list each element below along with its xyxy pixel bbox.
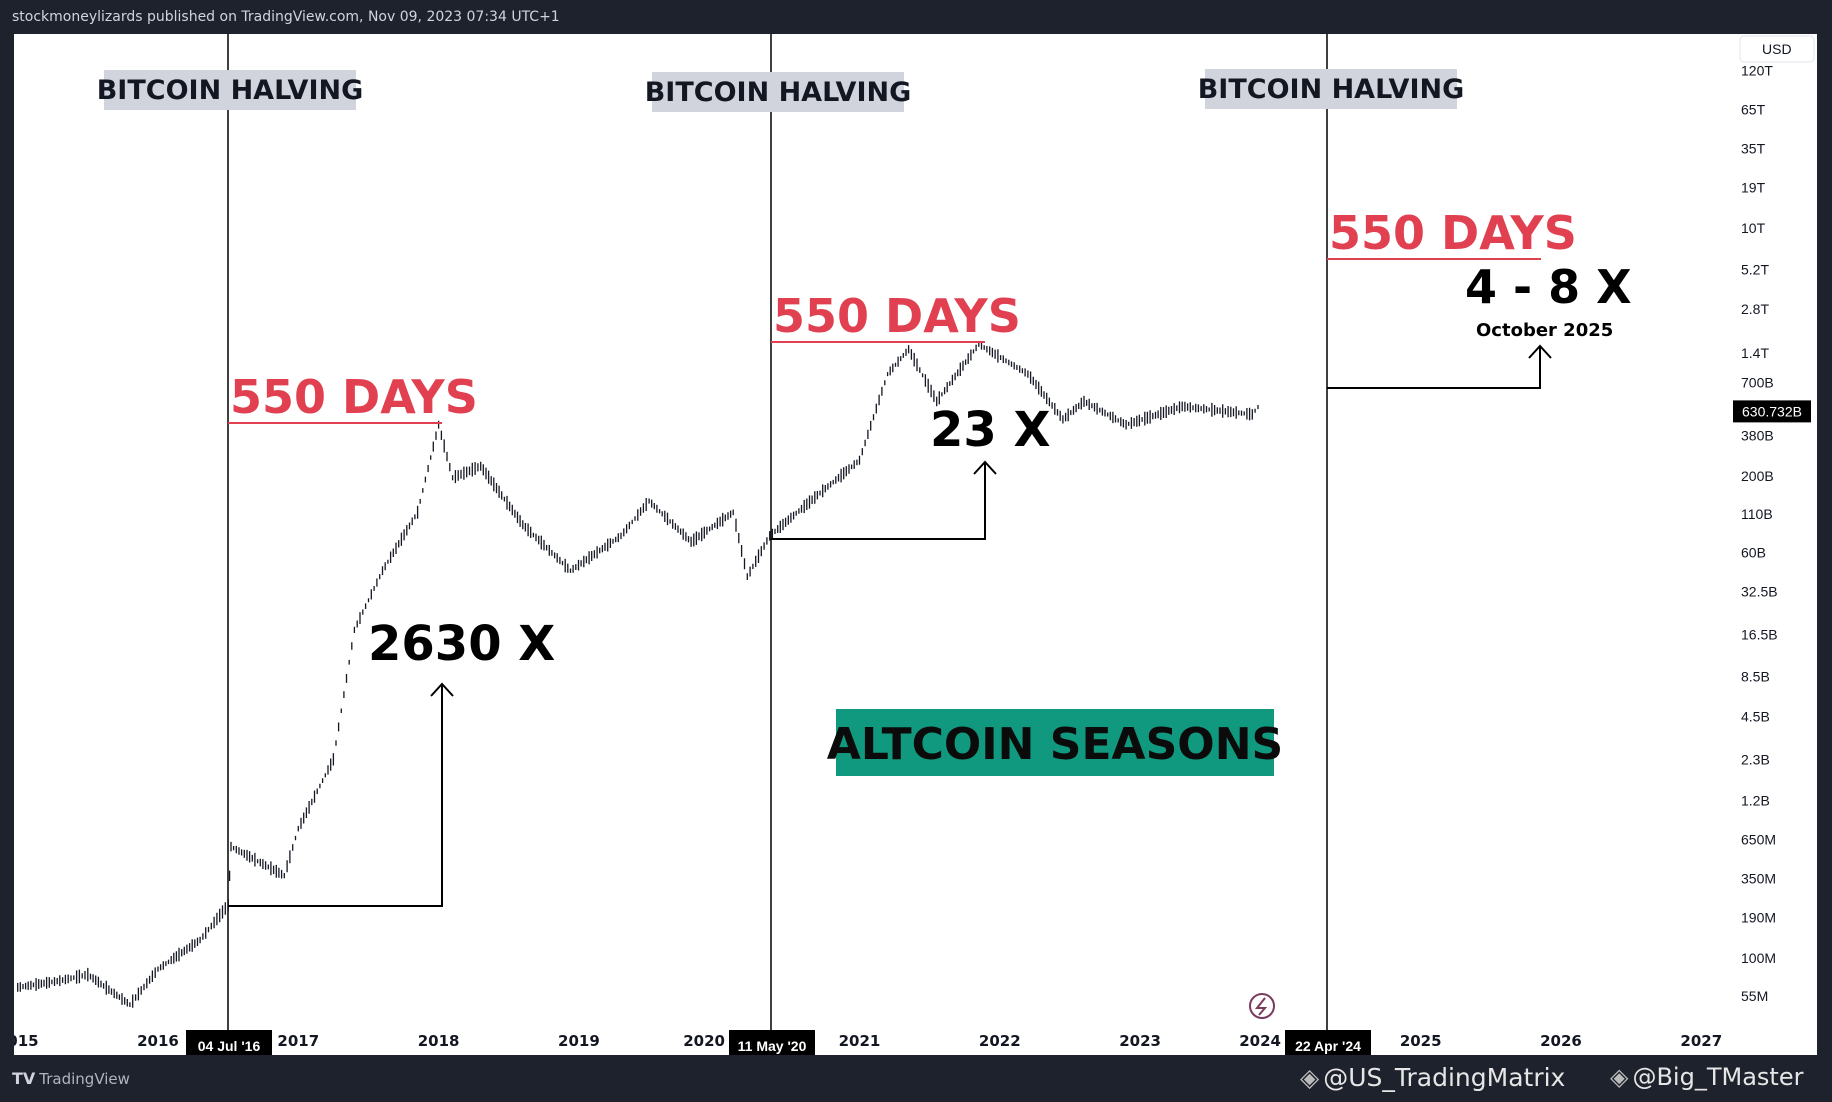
currency-button-label[interactable]: USD (1762, 41, 1792, 57)
time-tick-label: 2018 (418, 1032, 460, 1050)
binance-icon: ◈ (1300, 1063, 1320, 1092)
publish-info: stockmoneylizards published on TradingVi… (12, 9, 560, 25)
price-tick-label: 120T (1741, 63, 1773, 79)
brand-name: TradingView (39, 1070, 130, 1088)
halving-label-box (104, 70, 356, 110)
price-series-line (17, 341, 1259, 1008)
halving-date-badge (186, 1030, 272, 1055)
gain-label-2024: 4 - 8 X (1465, 260, 1632, 314)
time-tick-label: 2019 (558, 1032, 600, 1050)
price-tick-label: 35T (1741, 141, 1766, 157)
lightning-icon-glyph (1254, 997, 1268, 1016)
price-tick-label: 4.5B (1741, 709, 1770, 725)
halving-date-label: 11 May '20 (738, 1038, 807, 1054)
watermark-2: ◈ @Big_TMaster (1610, 1063, 1803, 1091)
gain-label-2020: 23 X (930, 402, 1051, 458)
time-tick-label: 2017 (277, 1032, 319, 1050)
price-tick-label: 65T (1741, 101, 1766, 117)
footer-bar: TV TradingView ◈ @US_TradingMatrix ◈ @Big_T… (0, 1055, 1832, 1102)
time-tick-label: 2015 (14, 1032, 39, 1050)
halving-date-badge (729, 1030, 815, 1055)
price-tick-label: 110B (1741, 506, 1773, 522)
time-tick-label: 2016 (137, 1032, 179, 1050)
gain-arrow (1327, 344, 1552, 389)
price-tick-label: 2.3B (1741, 751, 1770, 767)
price-tick-label: 650M (1741, 831, 1776, 847)
price-tick-label: 100M (1741, 950, 1776, 966)
price-tick-label: 5.2T (1741, 262, 1769, 278)
watermark-1: ◈ @US_TradingMatrix (1300, 1063, 1565, 1092)
halving-date-label: 04 Jul '16 (198, 1038, 261, 1054)
time-tick-label: 2026 (1540, 1032, 1582, 1050)
price-tick-label: 10T (1741, 220, 1766, 236)
time-tick-label: 2022 (979, 1032, 1021, 1050)
tradingview-logo[interactable]: TV TradingView (12, 1069, 130, 1088)
time-tick-label: 2024 (1239, 1032, 1281, 1050)
price-tick-label: 19T (1741, 179, 1766, 195)
time-tick-label: 2023 (1119, 1032, 1161, 1050)
watermark-2-text: @Big_TMaster (1632, 1063, 1804, 1091)
last-price-label: 630.732B (1742, 403, 1802, 419)
price-tick-label: 350M (1741, 871, 1776, 887)
price-tick-label: 55M (1741, 988, 1768, 1004)
time-tick-label: 2020 (683, 1032, 725, 1050)
halving-label: BITCOIN HALVING (1198, 74, 1465, 105)
price-axis (1729, 34, 1817, 1055)
days-label: 550 DAYS (1329, 206, 1577, 260)
lightning-icon (1249, 993, 1275, 1019)
price-tick-label: 60B (1741, 544, 1766, 560)
currency-button[interactable] (1739, 35, 1815, 63)
target-date-label: October 2025 (1476, 320, 1613, 341)
price-tick-label: 200B (1741, 468, 1774, 484)
chart-svg[interactable]: 120T 65T 35T 19T 10T 5.2T 2.8T 1.4T 700B 380B 200B… (14, 34, 1817, 1055)
altcoin-seasons-box (836, 709, 1274, 776)
halving-label: BITCOIN HALVING (645, 77, 912, 108)
time-tick-label: 2025 (1400, 1032, 1442, 1050)
gain-arrow (228, 682, 454, 907)
gain-label-2016: 2630 X (368, 616, 555, 672)
time-tick-label: 2027 (1680, 1032, 1722, 1050)
price-tick-label: 190M (1741, 909, 1776, 925)
watermark-1-text: @US_TradingMatrix (1323, 1063, 1566, 1092)
chart-area[interactable]: 120T 65T 35T 19T 10T 5.2T 2.8T 1.4T 700B 380B 200B… (14, 34, 1817, 1055)
gain-arrow (771, 460, 997, 540)
halving-date-badge (1285, 1030, 1371, 1055)
halving-date-label: 22 Apr '24 (1295, 1038, 1361, 1054)
days-label: 550 DAYS (230, 370, 478, 424)
price-tick-label: 1.2B (1741, 793, 1770, 809)
price-tick-label: 380B (1741, 427, 1774, 443)
price-tick-label: 1.4T (1741, 345, 1769, 361)
binance-icon: ◈ (1610, 1063, 1629, 1091)
days-label: 550 DAYS (773, 289, 1021, 343)
tv-logo-icon: TV (12, 1069, 36, 1088)
price-tick-label: 700B (1741, 375, 1774, 391)
price-tick-label: 2.8T (1741, 301, 1769, 317)
last-price-badge (1733, 400, 1811, 423)
halving-label-box (652, 72, 904, 112)
halving-label: BITCOIN HALVING (97, 75, 364, 106)
price-tick-label: 32.5B (1741, 583, 1778, 599)
publish-header: stockmoneylizards published on TradingVi… (0, 0, 1832, 34)
price-tick-label: 8.5B (1741, 668, 1770, 684)
price-tick-label: 16.5B (1741, 626, 1778, 642)
altcoin-seasons-label: ALTCOIN SEASONS (827, 719, 1283, 770)
halving-label-box (1205, 69, 1457, 109)
time-tick-label: 2021 (839, 1032, 881, 1050)
